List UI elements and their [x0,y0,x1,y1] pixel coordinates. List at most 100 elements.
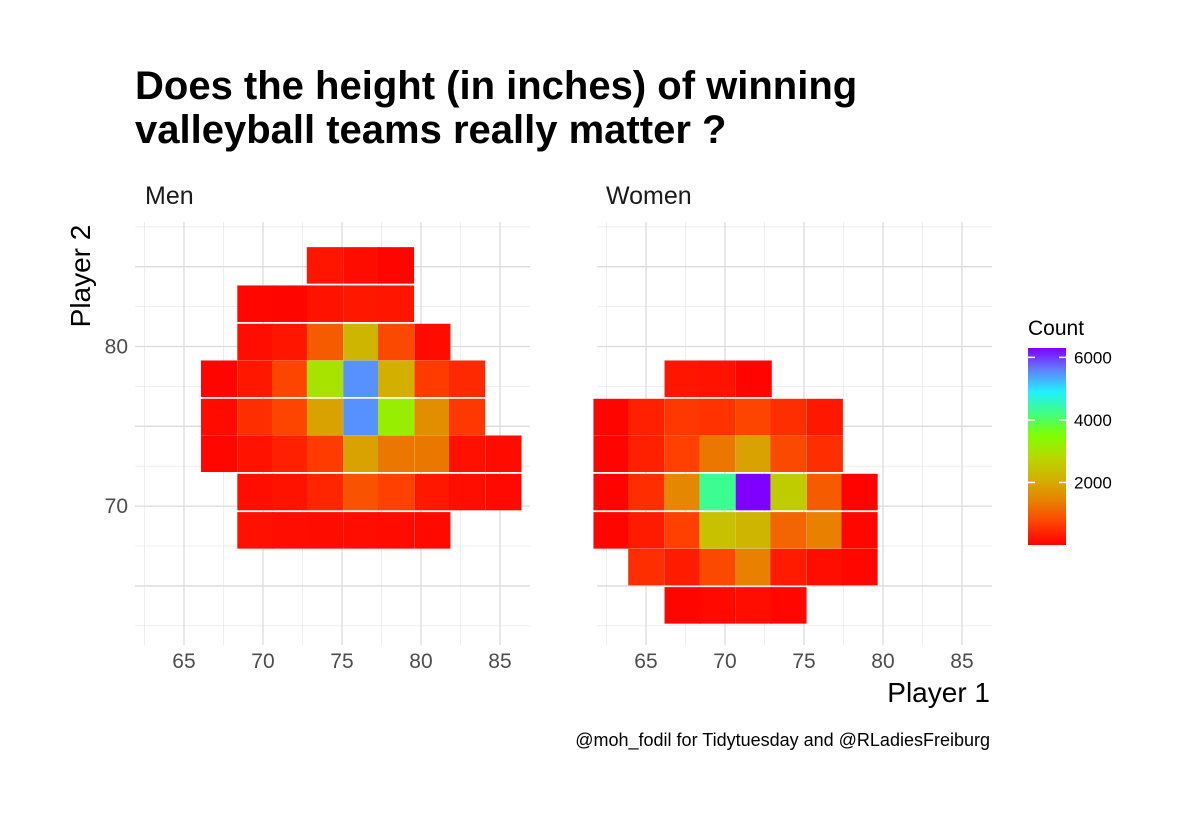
x-tick-label: 65 [172,650,195,673]
heatmap-tile [343,323,380,361]
heatmap-tile [343,435,380,473]
legend-tick-label: 6000 [1074,348,1112,367]
heatmap-tile [699,398,736,436]
heatmap-tile [272,435,309,473]
heatmap-tile [306,247,343,284]
heatmap-tile [699,473,736,511]
heatmap-tile [841,548,878,586]
heatmap-tile [664,512,701,549]
heatmap-tile [841,473,878,511]
heatmap-tile [806,435,843,473]
heatmap-tile [237,398,274,436]
y-axis-ticks: 70 80 [105,336,128,519]
heatmap-tile [628,512,665,549]
heatmap-tile [628,473,665,511]
heatmap-tile [414,435,451,473]
heatmap-tile [272,285,309,322]
chart-title-line1: Does the height (in inches) of winning [135,64,857,108]
y-tick-label: 80 [105,336,128,359]
heatmap-tile [770,548,807,586]
heatmap-tile [449,435,486,473]
panel-women [593,222,992,645]
heatmap-tile [306,323,343,361]
heatmap-tile [770,587,807,624]
caption: @moh_fodil for Tidytuesday and @RLadiesF… [575,730,990,751]
x-tick-label: 75 [330,650,353,673]
heatmap-tile [414,360,451,397]
heatmap-tile [699,587,736,624]
heatmap-tile [343,247,380,284]
heatmap-tile [735,398,772,436]
legend-tick-label: 4000 [1074,411,1112,430]
heatmap-tile [664,398,701,436]
heatmap-tile [377,360,415,397]
heatmap-tile [306,285,343,322]
x-tick-label: 65 [634,650,657,673]
heatmap-tile [306,512,343,549]
heatmap-tile [628,398,665,436]
heatmap-tile [699,360,736,397]
heatmap-tile [735,587,772,624]
heatmap-tile [272,360,309,397]
heatmap-tile [735,548,772,586]
panel-label-men: Men [145,182,194,210]
legend-ticks: 2000 4000 6000 [1028,348,1112,492]
heatmap-tile [485,473,522,511]
heatmap-tile [343,360,380,397]
x-tick-label: 70 [713,650,736,673]
heatmap-tile [414,473,451,511]
legend: Count 2000 4000 6000 [1028,317,1112,545]
heatmap-tile [593,435,630,473]
heatmap-tile [200,398,238,436]
heatmap-tile [414,398,451,436]
y-tick-label: 70 [105,495,128,518]
heatmap-tile [664,360,701,397]
heatmap-tile [449,360,486,397]
heatmap-tile [699,435,736,473]
heatmap-tile [343,512,380,549]
heatmap-tile [735,435,772,473]
heatmap-tile [237,323,274,361]
heatmap-tile [664,548,701,586]
heatmap-tile [806,473,843,511]
legend-title: Count [1028,317,1084,340]
heatmap-tile [414,512,451,549]
legend-tick-label: 2000 [1074,473,1112,492]
heatmap-tile [272,398,309,436]
heatmap-tile [664,473,701,511]
heatmap-tile [200,435,238,473]
heatmap-tile [237,512,274,549]
heatmap-tile [237,435,274,473]
x-axis-ticks: 65 70 75 80 85 65 70 75 80 85 [172,650,973,673]
heatmap-tile [237,285,274,322]
heatmap-tile [770,435,807,473]
heatmap-tile [735,473,772,511]
heatmap-tile [699,548,736,586]
panel-label-women: Women [606,182,692,210]
panel-men [135,222,530,645]
heatmap-tile [377,285,415,322]
heatmap-tile [343,473,380,511]
heatmap-tile [628,435,665,473]
heatmap-tile [377,247,415,284]
heatmap-tile [237,473,274,511]
heatmap-tile [735,360,772,397]
heatmap-tile [272,323,309,361]
heatmap-tile [377,435,415,473]
y-axis-title: Player 2 [65,225,96,328]
heatmap-tile [377,512,415,549]
heatmap-tile [806,548,843,586]
heatmap-tile [272,512,309,549]
heatmap-tile [272,473,309,511]
heatmap-tile [343,285,380,322]
heatmap-tile [414,323,451,361]
heatmap-tile [449,398,486,436]
x-tick-label: 85 [950,650,973,673]
heatmap-tile [770,512,807,549]
heatmap-tile [449,473,486,511]
heatmap-tile [628,548,665,586]
x-tick-label: 80 [409,650,432,673]
heatmap-tile [806,512,843,549]
heatmap-tile [306,398,343,436]
